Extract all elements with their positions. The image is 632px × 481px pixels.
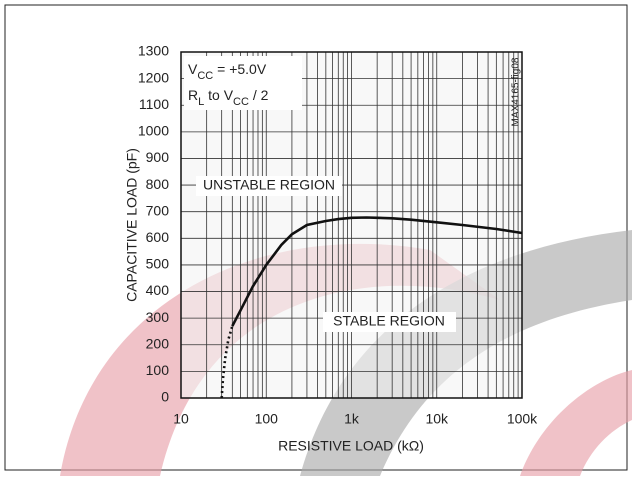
y-tick-label: 300 (146, 309, 170, 325)
plot-border (180, 51, 523, 399)
x-tick-label: 10k (425, 411, 449, 427)
x-axis-label: RESISTIVE LOAD (kΩ) (278, 438, 424, 454)
annotation-box (184, 56, 302, 110)
y-tick-label: 1100 (139, 96, 169, 112)
x-tick-label: 100 (255, 411, 279, 427)
line (231, 216, 523, 327)
y-tick-label: 1300 (138, 43, 169, 59)
x-tick-label: 1k (344, 411, 360, 427)
figure-id: MAX4165-fig08 (511, 57, 522, 126)
label-bg (196, 176, 342, 196)
annotation-part: CC (197, 70, 213, 82)
annotation-part: to V (204, 87, 233, 103)
annotation-part: V (188, 61, 198, 77)
y-tick-label: 500 (146, 256, 170, 272)
annotation: RL to VCC / 2 (188, 87, 269, 108)
y-tick-label: 800 (146, 176, 170, 192)
annotation-part: L (198, 96, 204, 108)
y-tick-label: 900 (146, 149, 170, 165)
y-tick-label: 1200 (138, 69, 169, 85)
y-tick-label: 400 (146, 282, 170, 298)
y-tick-label: 700 (146, 202, 170, 218)
y-tick-label: 0 (161, 389, 169, 405)
y-tick-label: 200 (146, 335, 170, 351)
y-tick-label: 1000 (138, 123, 169, 139)
x-tick-label: 10 (173, 411, 189, 427)
annotation-part: / 2 (249, 87, 269, 103)
y-axis-label: CAPACITIVE LOAD (pF) (124, 148, 140, 302)
annotation-part: R (188, 87, 198, 103)
region-label: STABLE REGION (333, 313, 445, 329)
annotation: VCC = +5.0V (188, 61, 267, 82)
y-tick-label: 100 (146, 362, 170, 378)
region-label: UNSTABLE REGION (203, 177, 335, 193)
annotation-part: CC (233, 96, 249, 108)
y-tick-label: 600 (146, 229, 170, 245)
line (220, 325, 234, 399)
label-bg (323, 312, 456, 332)
x-tick-label: 100k (507, 411, 538, 427)
annotation-part: = +5.0V (213, 61, 267, 77)
